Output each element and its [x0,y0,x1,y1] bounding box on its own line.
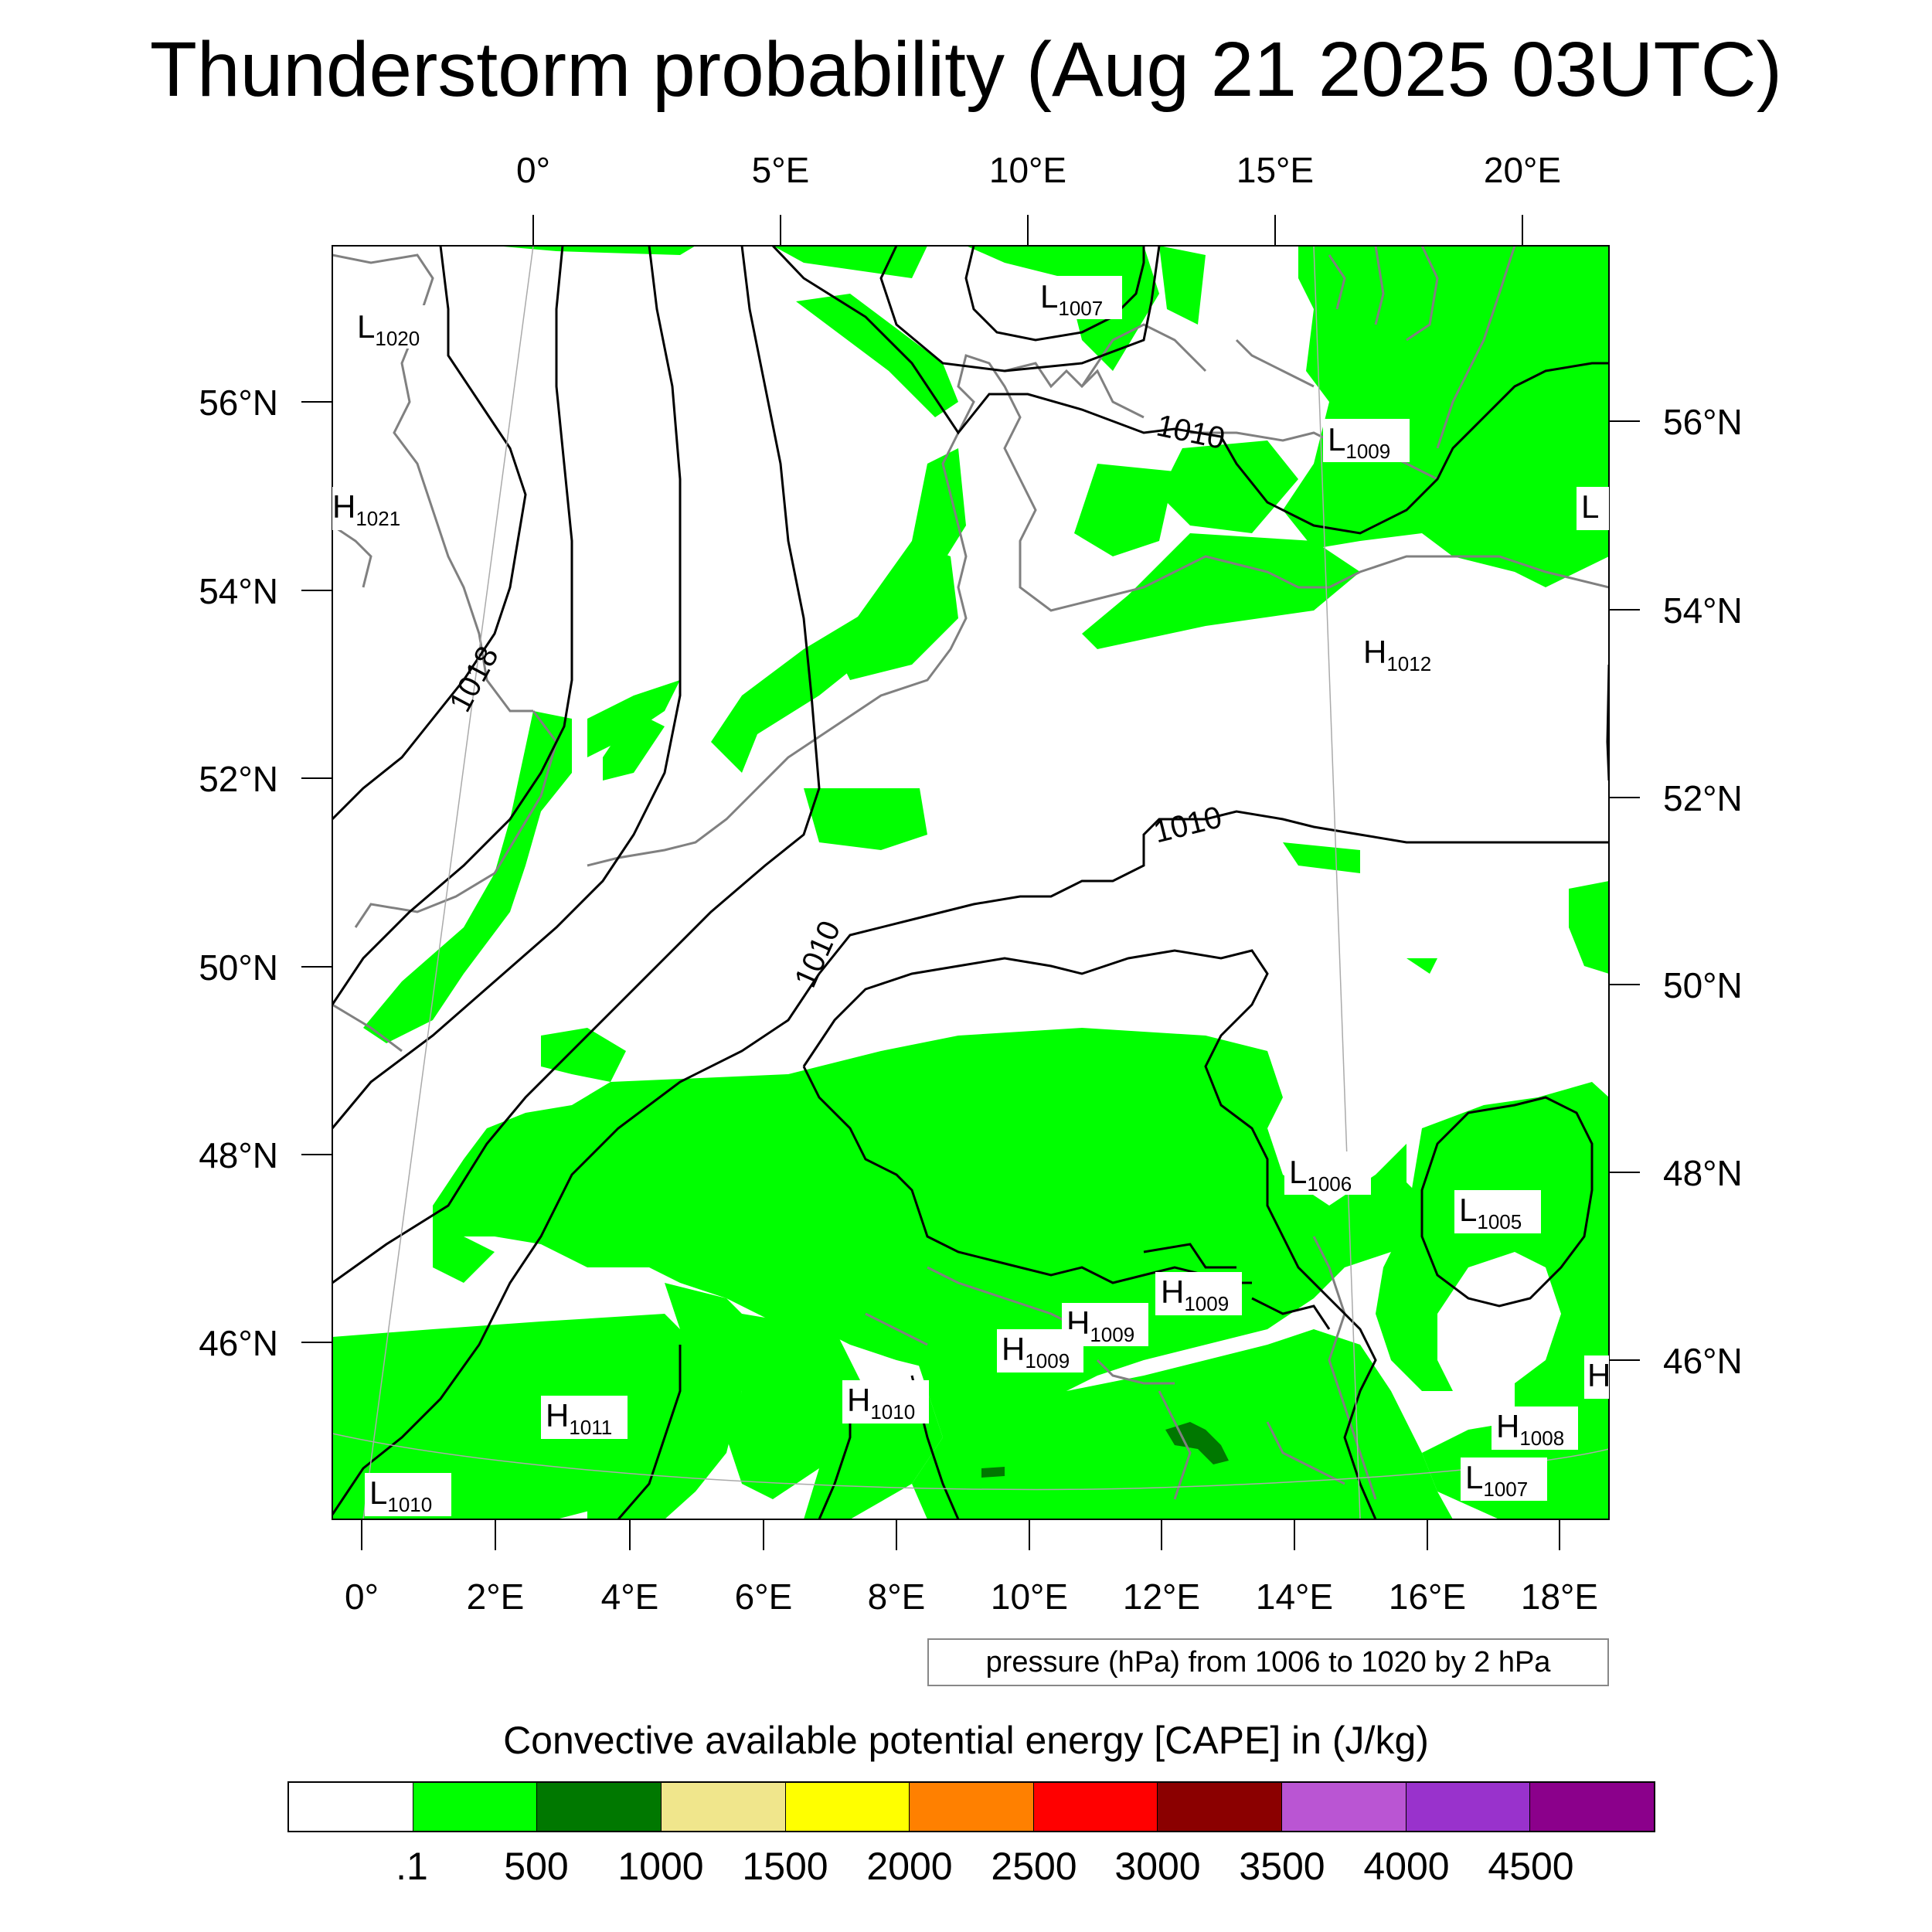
colorbar-label: 500 [504,1845,569,1888]
svg-text:L1010: L1010 [369,1475,432,1516]
colorbar-label: 2500 [991,1845,1077,1888]
pressure-center-marker: H1009 [997,1329,1083,1372]
top-axis-label: 0° [516,150,550,190]
colorbar-label: 4500 [1488,1845,1574,1888]
bottom-axis-label: 6°E [735,1577,793,1617]
pressure-center-marker: L1020 [352,305,438,350]
isobars [332,246,1609,1519]
svg-text:H: H [1587,1357,1611,1393]
colorbar-label: 3000 [1114,1845,1201,1888]
bottom-axis-label: 14°E [1256,1577,1333,1617]
left-axis-label: 52°N [199,759,278,799]
top-axis-label: 15°E [1236,150,1314,190]
pressure-center-marker: H1012 [1359,632,1445,675]
colorbar-label: 1000 [617,1845,704,1888]
svg-text:H1012: H1012 [1363,634,1431,675]
pressure-center-marker: H1011 [541,1396,628,1439]
svg-text:H1009: H1009 [1002,1331,1070,1372]
top-axis-label: 5°E [752,150,810,190]
right-axis-label: 54°N [1663,590,1743,631]
tick-marks [301,215,1640,1550]
bottom-axis-label: 12°E [1123,1577,1200,1617]
left-axis-label: 50°N [199,947,278,988]
right-axis: 56°N 54°N 52°N 50°N 48°N 46°N [1663,402,1743,1381]
colorbar-swatch [1530,1783,1655,1831]
bottom-axis-label: 0° [345,1577,379,1617]
pressure-center-marker: L1006 [1284,1151,1371,1196]
pressure-centers: L1020 H1021 L1007 L1009 L H1012 L1006 L [332,276,1611,1516]
colorbar-labels: .1 500 1000 1500 2000 2500 3000 3500 400… [287,1843,1655,1889]
left-axis-label: 54°N [199,571,278,611]
pressure-center-marker: H1010 [842,1380,929,1423]
colorbar-label: .1 [396,1845,428,1888]
colorbar-swatch [1282,1783,1406,1831]
svg-text:L1020: L1020 [357,308,420,350]
right-axis-label: 56°N [1663,402,1743,442]
left-axis-label: 56°N [199,383,278,423]
pressure-center-marker: H1008 [1492,1406,1578,1450]
top-axis: 0° 5°E 10°E 15°E 20°E [516,150,1561,190]
right-axis-label: 50°N [1663,965,1743,1005]
top-axis-label: 10°E [989,150,1066,190]
colorbar-swatch [537,1783,662,1831]
left-axis: 56°N 54°N 52°N 50°N 48°N 46°N [199,383,278,1363]
right-axis-label: 46°N [1663,1341,1743,1381]
pressure-center-marker: L1007 [1461,1458,1547,1501]
colorbar-swatch [785,1783,910,1831]
map-border [332,245,1610,1520]
pressure-center-marker: L1009 [1323,419,1410,463]
pressure-center-marker: L [1577,487,1609,530]
pressure-center-marker: L1010 [365,1473,451,1516]
pressure-center-marker: H [1584,1355,1611,1399]
bottom-axis-label: 10°E [991,1577,1068,1617]
left-axis-label: 46°N [199,1323,278,1363]
svg-text:L1006: L1006 [1289,1154,1352,1196]
bottom-axis-label: 18°E [1521,1577,1598,1617]
colorbar-label: 1500 [742,1845,828,1888]
coastlines [332,246,1609,1500]
svg-text:L: L [1581,488,1599,525]
colorbar-label: 2000 [866,1845,953,1888]
svg-text:L1007: L1007 [1040,278,1103,320]
svg-text:H1009: H1009 [1161,1274,1229,1315]
top-axis-label: 20°E [1484,150,1561,190]
svg-text:H1021: H1021 [332,488,400,530]
bottom-axis: 0° 2°E 4°E 6°E 8°E 10°E 12°E 14°E 16°E 1… [345,1577,1598,1617]
bottom-axis-label: 2°E [467,1577,525,1617]
bottom-axis-label: 16°E [1389,1577,1466,1617]
svg-text:L1007: L1007 [1465,1459,1528,1501]
left-axis-label: 48°N [199,1135,278,1175]
svg-text:L1005: L1005 [1459,1192,1522,1233]
colorbar-label: 3500 [1239,1845,1325,1888]
bottom-axis-label: 4°E [601,1577,659,1617]
colorbar-swatch [1033,1783,1158,1831]
colorbar-swatch [1158,1783,1283,1831]
colorbar-swatch [289,1783,413,1831]
contour-info-box: pressure (hPa) from 1006 to 1020 by 2 hP… [927,1638,1609,1686]
bottom-axis-label: 8°E [868,1577,926,1617]
colorbar [287,1781,1655,1832]
svg-text:H1008: H1008 [1496,1408,1564,1450]
colorbar-swatch [1406,1783,1531,1831]
pressure-center-marker: L1007 [1036,276,1122,320]
colorbar-swatch [661,1783,786,1831]
pressure-center-marker: H1009 [1155,1272,1242,1315]
colorbar-title: Convective available potential energy [C… [503,1719,1429,1762]
map-title: Thunderstorm probability (Aug 21 2025 03… [149,26,1783,113]
colorbar-swatch [413,1783,538,1831]
svg-text:H1010: H1010 [847,1382,915,1423]
pressure-center-marker: L1005 [1454,1190,1541,1233]
colorbar-swatch [910,1783,1034,1831]
map-area [332,246,1609,1519]
svg-text:H1011: H1011 [546,1397,612,1439]
pressure-center-marker: H1021 [332,487,411,530]
colorbar-label: 4000 [1363,1845,1450,1888]
right-axis-label: 52°N [1663,778,1743,818]
svg-text:L1009: L1009 [1328,421,1390,463]
right-axis-label: 48°N [1663,1153,1743,1193]
